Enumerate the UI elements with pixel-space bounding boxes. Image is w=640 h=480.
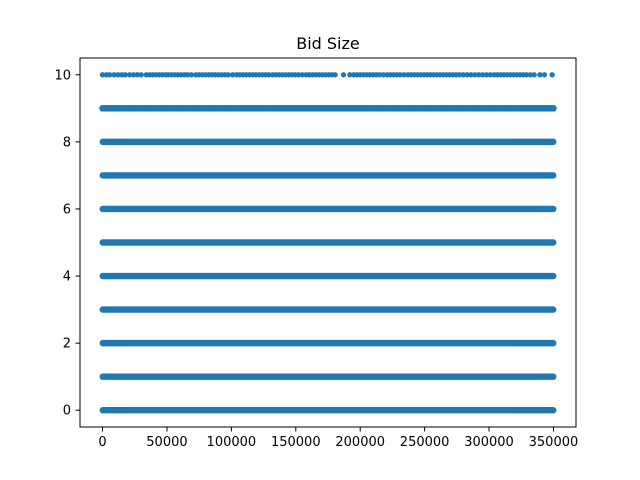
data-point xyxy=(468,72,474,78)
x-tick-label: 0 xyxy=(98,435,106,450)
data-band-y1 xyxy=(99,373,557,380)
data-point xyxy=(130,72,137,78)
data-point xyxy=(479,72,486,78)
series-level-4 xyxy=(99,272,557,280)
data-point xyxy=(122,72,128,78)
series-level-10 xyxy=(99,72,555,78)
data-point xyxy=(126,72,133,78)
data-point xyxy=(460,72,466,78)
data-point xyxy=(347,72,353,78)
data-point xyxy=(541,72,548,78)
data-point xyxy=(397,72,403,78)
y-tick-label: 10 xyxy=(54,68,71,83)
series-level-5 xyxy=(99,239,557,246)
y-tick-label: 6 xyxy=(63,202,71,217)
x-tick-label: 150000 xyxy=(271,435,321,450)
data-point xyxy=(299,72,305,78)
data-band-y5 xyxy=(99,239,557,246)
data-point xyxy=(483,72,490,78)
data-point xyxy=(266,72,272,78)
data-point xyxy=(99,72,106,78)
data-point xyxy=(134,72,141,78)
axes-frame xyxy=(79,57,577,428)
data-point xyxy=(523,72,530,78)
axes-spines xyxy=(79,57,577,428)
data-point xyxy=(456,72,463,78)
data-point xyxy=(138,72,144,78)
series-level-6 xyxy=(99,205,557,213)
data-point xyxy=(225,72,231,78)
series-level-0 xyxy=(99,407,557,414)
data-band-y2 xyxy=(99,339,557,347)
data-band-y3 xyxy=(99,306,557,313)
x-axis: 0 50000 100000 150000 200000 250000 300000 3500… xyxy=(98,427,578,450)
data-point xyxy=(464,72,470,78)
data-point xyxy=(376,72,383,78)
data-point xyxy=(527,72,533,78)
x-tick-label: 50000 xyxy=(146,435,187,450)
plot-marks xyxy=(99,72,557,414)
data-point xyxy=(295,72,302,78)
data-point xyxy=(476,72,482,78)
data-point xyxy=(401,72,407,78)
y-axis: 0 2 4 6 8 10 xyxy=(54,68,80,419)
data-point xyxy=(487,72,494,78)
y-tick-label: 0 xyxy=(63,404,71,419)
y-tick-label: 4 xyxy=(63,270,71,285)
x-tick-label: 200000 xyxy=(335,435,385,450)
data-band-y0 xyxy=(99,407,557,414)
y-tick-label: 2 xyxy=(63,337,71,352)
data-band-y6 xyxy=(99,205,557,213)
series-level-1 xyxy=(99,373,557,380)
series-level-9 xyxy=(99,105,557,112)
data-point xyxy=(549,72,555,78)
x-tick-label: 100000 xyxy=(207,435,257,450)
data-band-y8 xyxy=(99,138,557,146)
data-point xyxy=(537,72,543,78)
series-level-3 xyxy=(99,306,557,313)
x-tick-label: 350000 xyxy=(529,435,579,450)
data-point xyxy=(332,72,338,78)
y-tick-label: 8 xyxy=(63,135,71,150)
chart-title: Bid Size xyxy=(296,34,360,53)
data-point xyxy=(531,72,537,78)
data-point xyxy=(340,72,347,78)
data-band-y4 xyxy=(99,272,557,280)
data-point xyxy=(380,72,387,78)
data-point xyxy=(111,72,117,78)
x-tick-label: 250000 xyxy=(400,435,450,450)
series-level-2 xyxy=(99,339,557,347)
data-point xyxy=(229,72,236,78)
series-level-8 xyxy=(99,138,557,146)
x-tick-label: 300000 xyxy=(464,435,514,450)
series-level-7 xyxy=(99,172,557,179)
data-point xyxy=(106,72,113,78)
data-point xyxy=(188,72,195,78)
data-point xyxy=(115,72,121,78)
data-point xyxy=(550,105,557,112)
data-band-y7 xyxy=(99,172,557,179)
data-point xyxy=(184,72,191,78)
data-point xyxy=(472,72,478,78)
